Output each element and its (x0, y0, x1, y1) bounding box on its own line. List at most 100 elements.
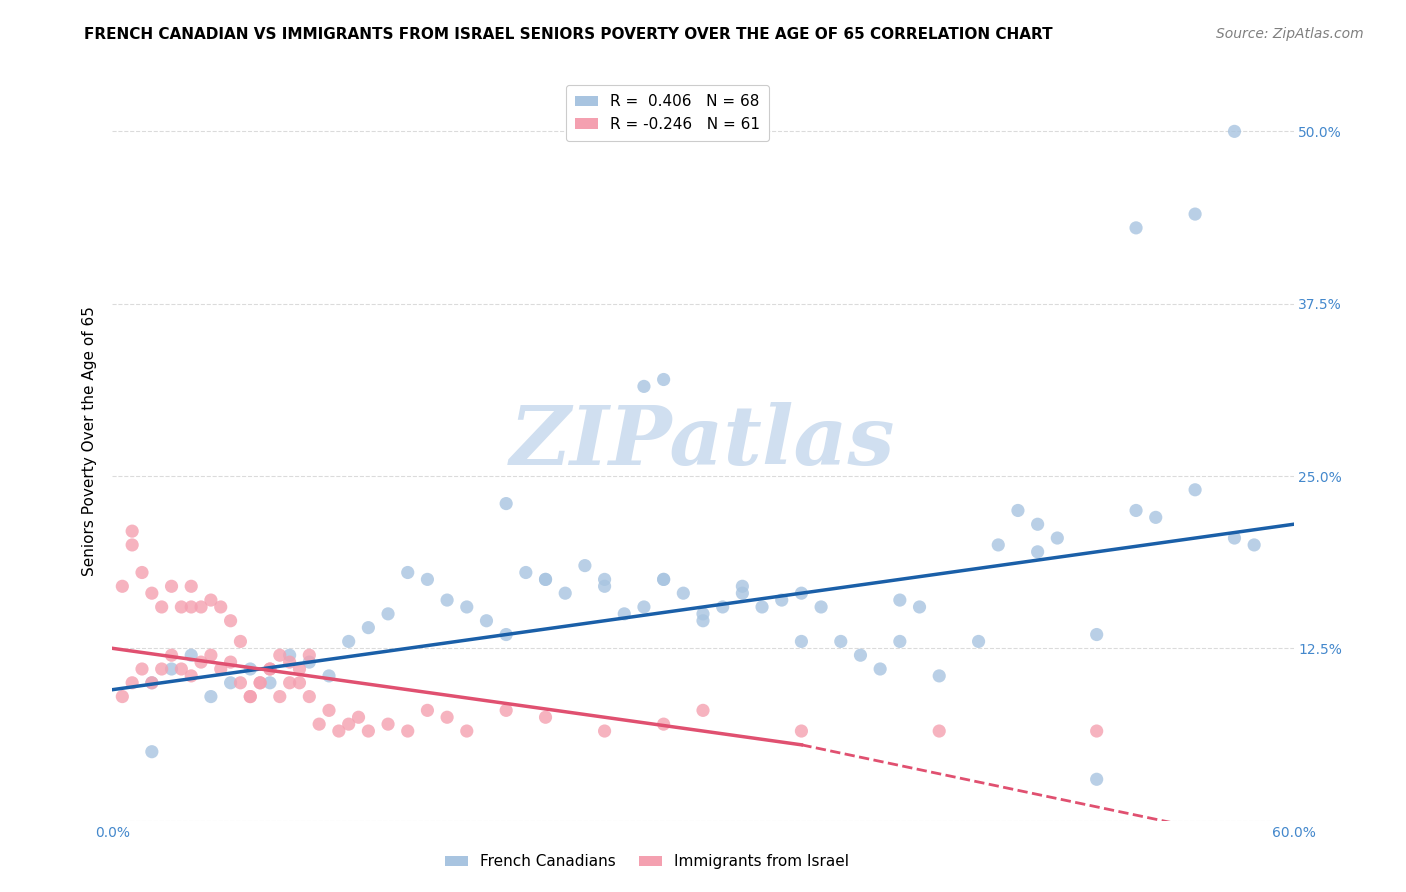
Point (633, 379, 655, 393)
Point (308, 717, 330, 731)
Point (347, 710, 370, 724)
Legend: French Canadians, Immigrants from Israel: French Canadians, Immigrants from Israel (439, 848, 855, 875)
Point (593, 724, 616, 739)
Point (731, 586, 754, 600)
Point (190, 655, 212, 669)
Point (121, 675, 143, 690)
Point (318, 669, 340, 683)
Point (593, 573, 616, 587)
Point (190, 599, 212, 614)
Point (1125, 503, 1147, 517)
Point (269, 690, 291, 704)
Point (1026, 545, 1049, 559)
Point (200, 593, 222, 607)
Point (456, 724, 478, 739)
Point (987, 538, 1010, 552)
Point (692, 614, 714, 628)
Point (160, 648, 183, 663)
Point (770, 593, 793, 607)
Point (967, 634, 990, 648)
Point (219, 614, 242, 628)
Point (357, 724, 380, 739)
Point (554, 586, 576, 600)
Point (111, 579, 134, 593)
Point (1184, 207, 1206, 221)
Point (160, 579, 183, 593)
Point (269, 648, 291, 663)
Point (495, 627, 517, 641)
Point (131, 566, 153, 580)
Point (495, 497, 517, 511)
Point (259, 662, 281, 676)
Point (830, 634, 852, 648)
Point (180, 648, 202, 663)
Point (436, 593, 458, 607)
Point (111, 690, 134, 704)
Point (1046, 531, 1069, 545)
Point (328, 724, 350, 739)
Point (790, 586, 813, 600)
Point (288, 675, 311, 690)
Point (928, 669, 950, 683)
Point (219, 675, 242, 690)
Text: ZIPatlas: ZIPatlas (510, 401, 896, 482)
Point (652, 717, 675, 731)
Point (1223, 531, 1246, 545)
Point (1085, 724, 1108, 739)
Point (1184, 483, 1206, 497)
Point (1026, 517, 1049, 532)
Point (534, 710, 557, 724)
Point (170, 599, 193, 614)
Y-axis label: Seniors Poverty Over the Age of 65: Seniors Poverty Over the Age of 65 (82, 307, 97, 576)
Point (170, 662, 193, 676)
Point (889, 593, 911, 607)
Point (200, 648, 222, 663)
Point (1144, 510, 1167, 524)
Point (150, 662, 173, 676)
Point (534, 573, 557, 587)
Text: Source: ZipAtlas.com: Source: ZipAtlas.com (1216, 27, 1364, 41)
Point (239, 690, 262, 704)
Point (200, 690, 222, 704)
Point (249, 675, 271, 690)
Point (180, 669, 202, 683)
Point (633, 599, 655, 614)
Point (337, 634, 360, 648)
Point (259, 675, 281, 690)
Point (731, 579, 754, 593)
Point (278, 655, 301, 669)
Point (377, 607, 399, 621)
Point (908, 599, 931, 614)
Point (1125, 220, 1147, 235)
Point (396, 566, 419, 580)
Point (1243, 538, 1265, 552)
Point (1085, 772, 1108, 787)
Point (574, 558, 596, 573)
Text: FRENCH CANADIAN VS IMMIGRANTS FROM ISRAEL SENIORS POVERTY OVER THE AGE OF 65 COR: FRENCH CANADIAN VS IMMIGRANTS FROM ISRAE… (84, 27, 1053, 42)
Point (613, 607, 636, 621)
Point (278, 675, 301, 690)
Point (692, 703, 714, 717)
Point (141, 675, 163, 690)
Point (150, 599, 173, 614)
Point (711, 599, 734, 614)
Point (436, 710, 458, 724)
Point (1007, 503, 1029, 517)
Point (141, 586, 163, 600)
Point (141, 745, 163, 759)
Point (652, 372, 675, 386)
Point (928, 724, 950, 739)
Point (790, 634, 813, 648)
Point (475, 614, 498, 628)
Point (298, 690, 321, 704)
Point (515, 566, 537, 580)
Point (416, 573, 439, 587)
Point (298, 655, 321, 669)
Point (869, 662, 891, 676)
Point (249, 675, 271, 690)
Point (209, 662, 232, 676)
Point (209, 599, 232, 614)
Point (180, 599, 202, 614)
Point (121, 538, 143, 552)
Point (298, 648, 321, 663)
